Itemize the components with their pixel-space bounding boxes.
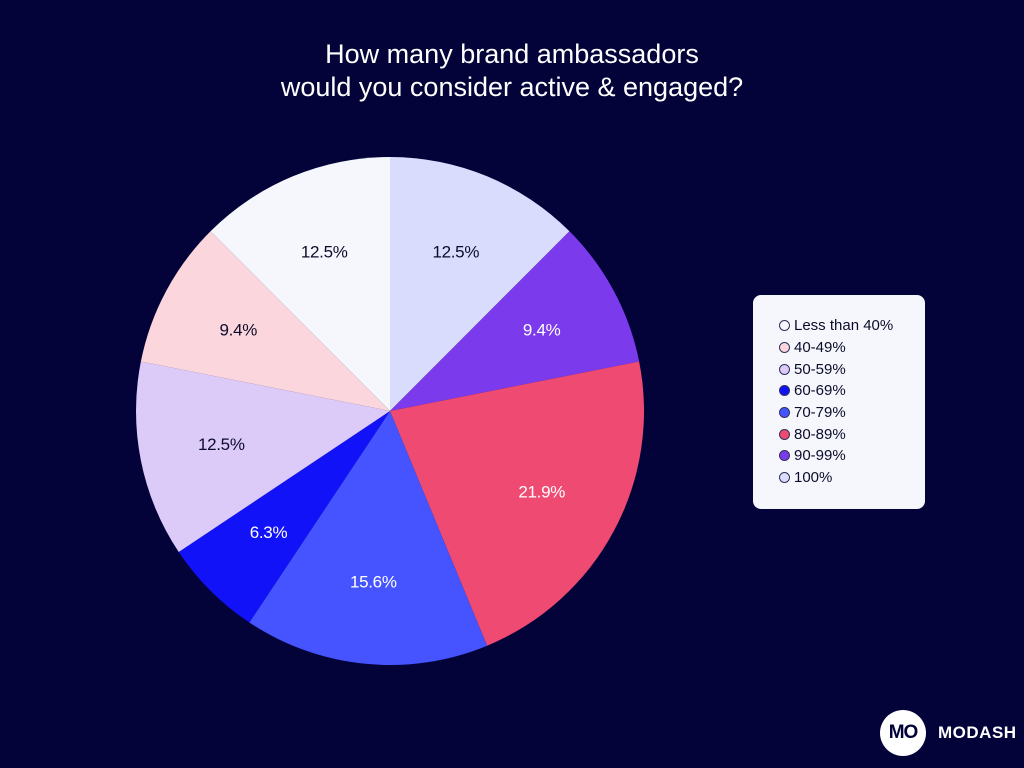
pie-slice-less-than-40	[210, 157, 390, 411]
legend-swatch-icon	[779, 450, 790, 462]
modash-logo-icon: MO	[880, 710, 926, 756]
pie-slice-90-99	[390, 231, 640, 411]
legend-swatch-icon	[779, 363, 790, 375]
legend-swatch-icon	[779, 342, 790, 354]
legend-label: 90-99%	[794, 447, 846, 465]
slice-value-label: 12.5%	[301, 243, 348, 262]
slice-value-label: 12.5%	[432, 243, 479, 262]
slice-value-label: 9.4%	[220, 320, 258, 339]
chart-title-line-1: How many brand ambassadors	[325, 39, 699, 69]
legend-swatch-icon	[779, 385, 790, 397]
legend-label: 100%	[794, 469, 833, 487]
slice-value-label: 9.4%	[523, 320, 561, 339]
slice-value-label: 15.6%	[350, 573, 397, 592]
legend-label: 70-79%	[794, 404, 846, 422]
legend-item: Less than 40%	[779, 315, 925, 337]
legend-item: 100%	[779, 467, 925, 489]
brand-mark: MO MODASH	[880, 709, 1017, 757]
legend-label: Less than 40%	[794, 317, 894, 335]
pie-slice-100	[390, 157, 570, 411]
pie-slice-60-69	[178, 411, 390, 623]
pie-slice-50-59	[135, 361, 390, 552]
legend-item: 80-89%	[779, 423, 925, 445]
slice-value-label: 21.9%	[518, 483, 565, 502]
pie-slice-80-89	[390, 361, 644, 646]
chart-title: How many brand ambassadors would you con…	[0, 38, 1024, 104]
legend-label: 50-59%	[794, 360, 846, 378]
legend-label: 80-89%	[794, 425, 846, 443]
legend-swatch-icon	[779, 320, 790, 332]
legend-item: 60-69%	[779, 380, 925, 402]
brand-name: MODASH	[938, 723, 1017, 742]
pie-slice-40-49	[140, 231, 390, 411]
legend-label: 40-49%	[794, 339, 846, 357]
chart-legend: Less than 40% 40-49% 50-59% 60-69% 70-79% 80-…	[753, 295, 925, 509]
legend-swatch-icon	[779, 428, 790, 440]
pie-slice-70-79	[249, 411, 488, 665]
legend-item: 40-49%	[779, 337, 925, 359]
legend-item: 90-99%	[779, 445, 925, 467]
slice-value-label: 6.3%	[250, 523, 288, 542]
legend-label: 60-69%	[794, 382, 846, 400]
legend-swatch-icon	[779, 407, 790, 419]
legend-swatch-icon	[779, 472, 790, 484]
slice-value-label: 12.5%	[198, 435, 245, 454]
legend-item: 70-79%	[779, 402, 925, 424]
chart-title-line-2: would you consider active & engaged?	[280, 72, 744, 102]
legend-item: 50-59%	[779, 358, 925, 380]
